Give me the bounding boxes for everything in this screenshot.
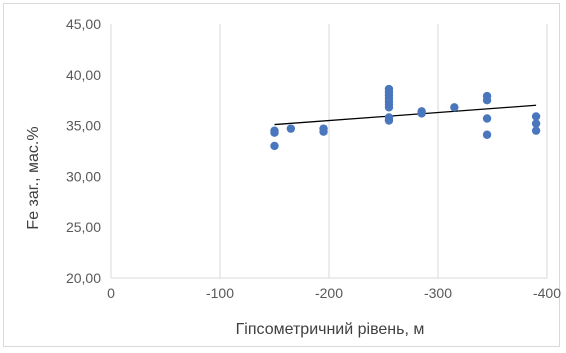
data-point [417, 107, 426, 116]
x-tick-label: -400 [533, 285, 561, 301]
data-point [270, 141, 279, 151]
data-point [450, 103, 459, 112]
data-point [319, 124, 328, 133]
data-point [531, 119, 541, 128]
data-point [531, 126, 541, 135]
x-tick-label: -300 [424, 285, 452, 301]
x-axis-title: Гіпсометричний рівень, м [236, 321, 425, 338]
scatter-chart: 0 -100 -200 -300 -400 20,00 25,00 30,00 35,00 40,… [25, 16, 561, 338]
data-point [384, 84, 394, 94]
y-axis-title: Fe заг., мас.% [25, 126, 42, 229]
x-tick-label: -200 [315, 285, 343, 301]
data-point [270, 126, 279, 135]
x-tick-label: 0 [107, 285, 115, 301]
data-point [482, 130, 492, 139]
y-tick-label: 35,00 [66, 118, 101, 134]
y-tick-label: 40,00 [66, 67, 101, 83]
data-point [384, 113, 394, 122]
data-point [286, 124, 296, 133]
grid-lines [110, 24, 548, 279]
x-tick-label: -100 [206, 285, 234, 301]
y-tick-label: 30,00 [66, 168, 101, 184]
trendline-group [274, 104, 537, 126]
data-point [482, 91, 492, 101]
tick-labels: 0 -100 -200 -300 -400 20,00 25,00 30,00 35,00 40,… [66, 16, 561, 301]
data-point [482, 114, 492, 123]
y-tick-label: 25,00 [66, 219, 101, 235]
y-tick-label: 20,00 [66, 270, 101, 286]
trendline [274, 104, 537, 126]
data-point [531, 112, 541, 121]
y-tick-label: 45,00 [66, 16, 101, 32]
data-points [270, 84, 541, 151]
chart-frame: 0 -100 -200 -300 -400 20,00 25,00 30,00 35,00 40,… [3, 3, 561, 347]
